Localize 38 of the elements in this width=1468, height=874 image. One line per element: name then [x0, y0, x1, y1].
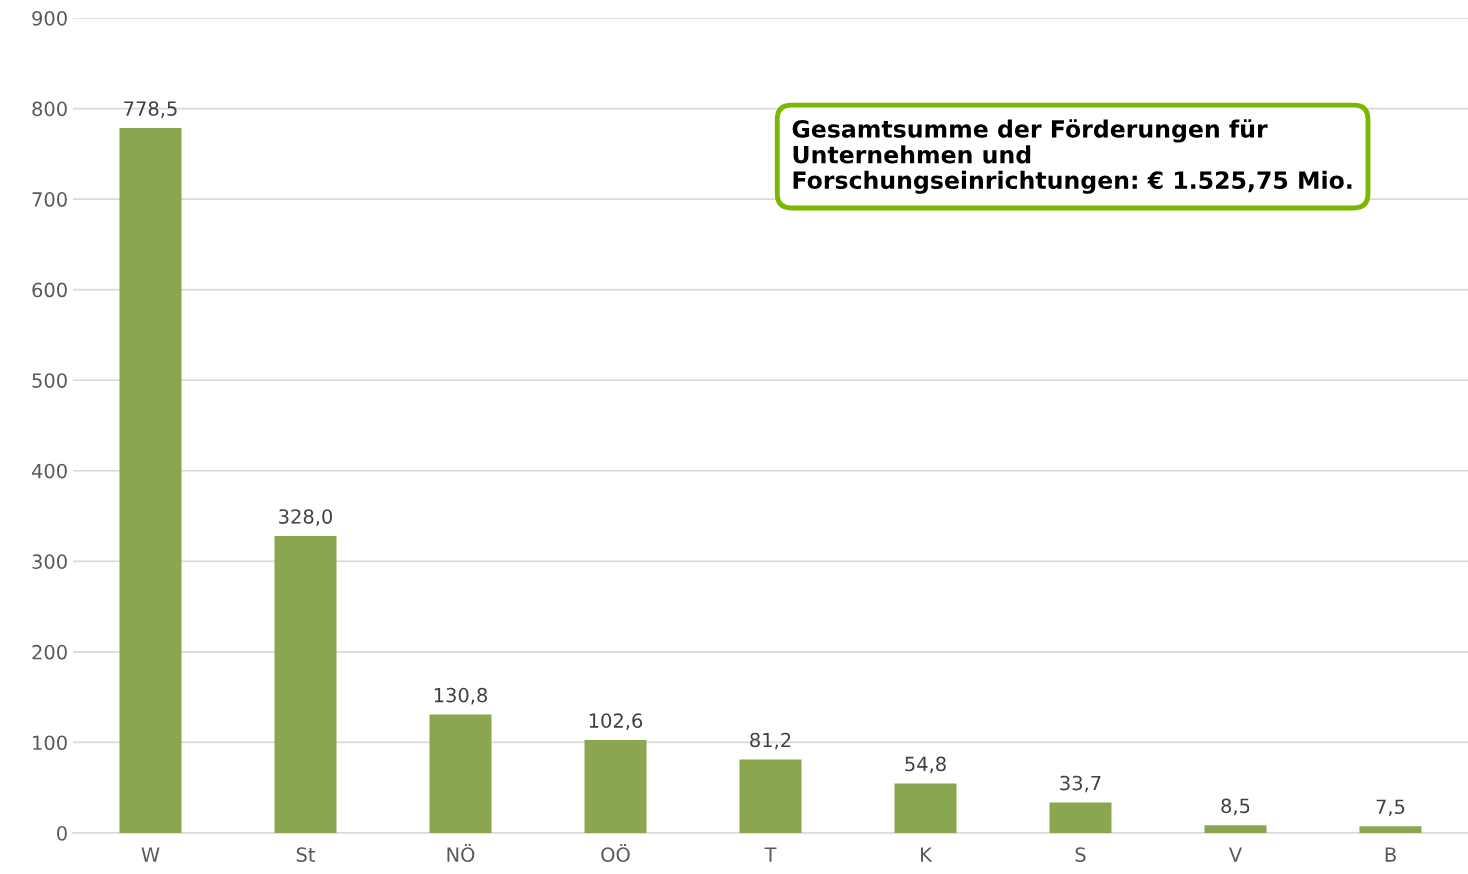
data-label: 328,0: [279, 509, 333, 526]
bar: [584, 740, 647, 833]
y-tick-label: 900: [32, 10, 67, 26]
x-tick-label: W: [141, 847, 160, 862]
x-tick-label: NÖ: [447, 843, 475, 862]
bar: [119, 128, 182, 833]
x-tick-label: V: [1229, 847, 1242, 862]
y-tick-label: 200: [32, 644, 67, 660]
y-tick-label: 100: [33, 735, 67, 751]
bar: [1204, 825, 1267, 833]
x-tick-label: S: [1075, 847, 1086, 862]
y-tick-label: 0: [57, 825, 67, 841]
bar: [429, 714, 492, 833]
data-label: 81,2: [750, 732, 791, 750]
x-tick-label: B: [1385, 847, 1396, 862]
y-tick-label: 500: [32, 373, 67, 388]
data-label: 7,5: [1376, 799, 1405, 817]
y-tick-label: 600: [32, 282, 67, 298]
data-label: 778,5: [124, 101, 177, 118]
bar: [894, 783, 957, 833]
x-tick-label: K: [921, 847, 933, 862]
data-label: 54,8: [905, 756, 946, 774]
y-tick-label: 700: [32, 192, 67, 207]
y-tick-label: 800: [32, 101, 67, 117]
x-tick-label: OÖ: [601, 843, 630, 862]
bar: [739, 759, 802, 833]
data-label: 8,5: [1221, 798, 1250, 816]
y-tick-label: 400: [31, 463, 67, 479]
y-tick-label: 300: [32, 554, 67, 569]
data-label: 102,6: [589, 713, 643, 730]
bar: [274, 535, 337, 833]
bar: [1359, 826, 1422, 833]
data-label: 130,8: [434, 687, 487, 705]
data-label: 33,7: [1060, 775, 1101, 793]
x-tick-label: T: [764, 847, 777, 862]
bar: [1049, 802, 1112, 833]
x-tick-label: St: [296, 847, 316, 862]
annotation: Gesamtsumme der Förderungen für Unternehmen und Forschungseinrichtungen: € 1.525,75 Mio.: [792, 119, 1352, 194]
